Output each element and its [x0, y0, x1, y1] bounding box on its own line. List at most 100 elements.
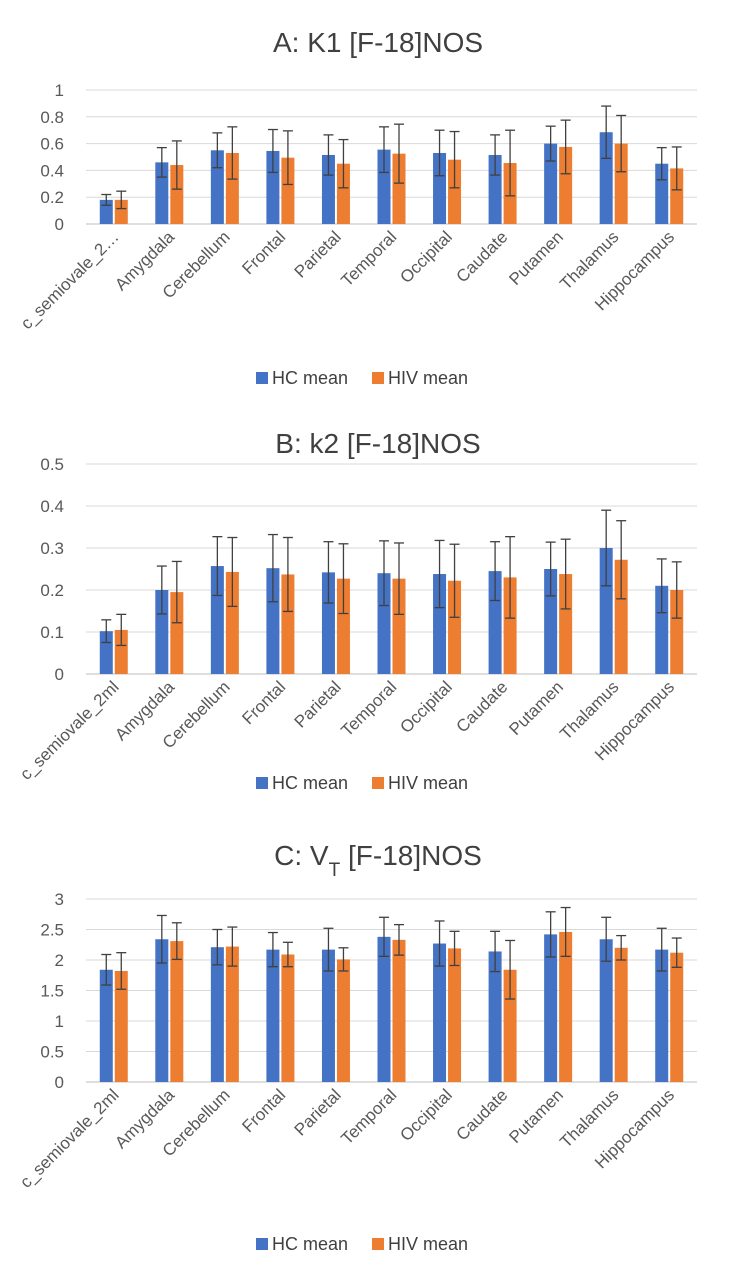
bar-hc	[155, 162, 169, 224]
x-tick-label: c_semiovale_2…	[17, 227, 123, 333]
bar-hc	[655, 949, 669, 1082]
y-tick-label: 1	[55, 81, 64, 100]
bar-hiv	[614, 559, 628, 674]
x-tick-label: Parietal	[291, 1085, 345, 1139]
bar-hc	[544, 143, 558, 224]
x-tick-label: Temporal	[337, 1085, 400, 1148]
bar-hiv	[559, 574, 573, 674]
x-tick-label: Occipital	[396, 677, 456, 737]
y-tick-label: 0.5	[40, 455, 64, 474]
bar-hc	[599, 132, 613, 224]
y-tick-label: 0.1	[40, 623, 64, 642]
bar-hc	[155, 590, 169, 674]
bar-hiv	[225, 152, 239, 224]
bar-hiv	[614, 143, 628, 224]
legend-label: HIV mean	[388, 773, 468, 793]
bar-hc	[599, 939, 613, 1082]
bar-hc	[99, 969, 113, 1082]
x-tick-label: Caudate	[453, 227, 512, 286]
bar-hc	[155, 939, 169, 1082]
bar-hc	[266, 949, 280, 1082]
bar-hc	[488, 571, 502, 674]
bar-hiv	[670, 168, 684, 224]
y-tick-label: 0.2	[40, 581, 64, 600]
bar-hiv	[114, 199, 128, 224]
legend-label: HIV mean	[388, 368, 468, 388]
bar-hiv	[336, 959, 350, 1082]
bar-hiv	[281, 574, 295, 674]
bar-hc	[99, 199, 113, 224]
x-tick-label: Caudate	[453, 1085, 512, 1144]
x-tick-label: Frontal	[238, 1085, 289, 1136]
x-tick-label: Caudate	[453, 677, 512, 736]
legend: HC mean HIV mean	[256, 368, 468, 388]
bar-hiv	[559, 931, 573, 1082]
bar-hiv	[114, 629, 128, 674]
bar-hiv	[448, 159, 462, 224]
bar-hiv	[170, 592, 184, 674]
x-tick-label: Frontal	[238, 677, 289, 728]
legend-swatch	[372, 777, 384, 789]
bar-hc	[210, 947, 224, 1082]
legend: HC mean HIV mean	[256, 1234, 468, 1254]
bar-hiv	[225, 946, 239, 1082]
bar-hiv	[170, 941, 184, 1082]
y-tick-label: 0	[55, 665, 64, 684]
bar-hiv	[281, 157, 295, 224]
bar-hiv	[336, 163, 350, 224]
bar-hiv	[503, 577, 517, 674]
bar-hiv	[614, 947, 628, 1082]
x-tick-label: Occipital	[396, 1085, 456, 1145]
legend-swatch	[256, 1238, 268, 1250]
y-tick-label: 0.2	[40, 188, 64, 207]
bar-hiv	[448, 580, 462, 674]
bar-hc	[377, 149, 391, 224]
x-tick-label: Temporal	[337, 227, 400, 290]
y-tick-label: 3	[55, 890, 64, 909]
bar-hc	[377, 573, 391, 674]
bar-hc	[321, 154, 335, 224]
bar-hiv	[114, 970, 128, 1082]
chart-c: C: VT [F-18]NOS 0 0.5 1 1.5 2 2.5 3 c_semiovale_…	[16, 840, 697, 1254]
bar-hc	[655, 163, 669, 224]
y-tick-label: 0	[55, 1073, 64, 1092]
bar-hc	[321, 572, 335, 674]
legend-label: HC mean	[272, 1234, 348, 1254]
y-tick-label: 0.4	[40, 161, 64, 180]
chart-panel-a: A: K1 [F-18]NOS 0 0.2 0.4 0.6 0.8 1 c_semiovale…	[0, 0, 756, 415]
chart-b: B: k2 [F-18]NOS 0 0.1 0.2 0.3 0.4 0.5 c_semiova…	[16, 428, 697, 793]
bar-hc	[488, 951, 502, 1082]
y-tick-label: 0.8	[40, 108, 64, 127]
y-tick-label: 2.5	[40, 921, 64, 940]
x-tick-label: Parietal	[291, 227, 345, 281]
bar-hiv	[559, 146, 573, 224]
y-tick-label: 0.3	[40, 539, 64, 558]
legend-label: HC mean	[272, 368, 348, 388]
bar-hiv	[392, 153, 406, 224]
bar-hiv	[392, 578, 406, 674]
chart-panel-c: C: VT [F-18]NOS 0 0.5 1 1.5 2 2.5 3 c_semiovale_…	[0, 825, 756, 1285]
bar-hc	[433, 574, 447, 674]
bar-hc	[266, 150, 280, 224]
bar-hc	[488, 154, 502, 224]
chart-title: B: k2 [F-18]NOS	[275, 428, 480, 459]
bar-hiv	[281, 954, 295, 1082]
y-tick-label: 1.5	[40, 982, 64, 1001]
x-tick-label: c_semiovale_2ml	[16, 1085, 122, 1191]
x-tick-label: c_semiovale_2ml	[16, 677, 122, 783]
bar-hc	[655, 585, 669, 674]
bar-hc	[210, 566, 224, 674]
chart-panel-b: B: k2 [F-18]NOS 0 0.1 0.2 0.3 0.4 0.5 c_semiova…	[0, 415, 756, 820]
legend-label: HIV mean	[388, 1234, 468, 1254]
bar-hiv	[336, 578, 350, 674]
y-tick-label: 0.5	[40, 1043, 64, 1062]
legend-label: HC mean	[272, 773, 348, 793]
bar-hiv	[448, 948, 462, 1082]
chart-title: C: VT [F-18]NOS	[274, 840, 482, 881]
bar-hc	[544, 934, 558, 1082]
bar-hc	[321, 949, 335, 1082]
bar-hc	[433, 943, 447, 1082]
legend-swatch	[256, 372, 268, 384]
legend-swatch	[256, 777, 268, 789]
